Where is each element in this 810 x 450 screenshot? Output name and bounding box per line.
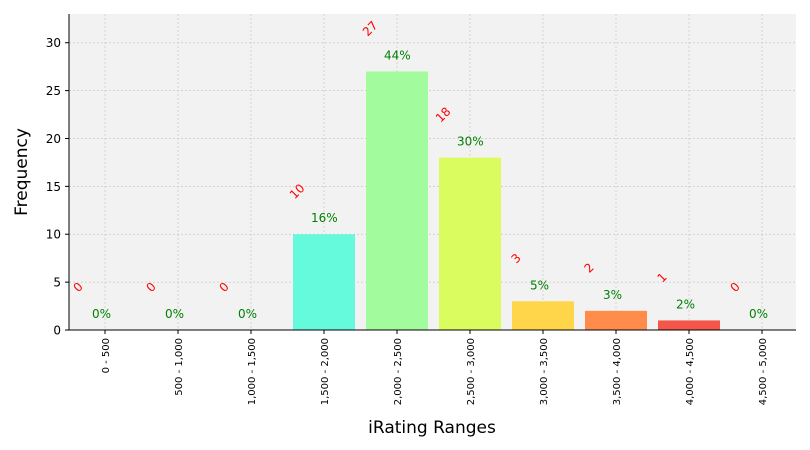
- y-tick-label: 0: [53, 324, 61, 338]
- x-tick-label: 1,000 - 1,500: [247, 338, 258, 405]
- y-tick-label: 30: [46, 36, 61, 50]
- percent-label: 0%: [165, 307, 184, 321]
- percent-label: 30%: [457, 135, 484, 149]
- y-tick-label: 10: [46, 228, 61, 242]
- x-tick-label: 2,500 - 3,000: [466, 338, 477, 405]
- percent-label: 5%: [530, 278, 549, 292]
- bar: [366, 71, 428, 331]
- x-tick-label: 3,000 - 3,500: [539, 338, 550, 405]
- bar: [293, 234, 355, 330]
- y-tick-label: 15: [46, 180, 61, 194]
- bars: [293, 71, 720, 331]
- bar: [439, 157, 501, 330]
- y-axis-title: Frequency: [12, 128, 32, 216]
- percent-label: 16%: [311, 211, 338, 225]
- x-tick-label: 4,000 - 4,500: [685, 338, 696, 405]
- percent-label: 44%: [384, 48, 411, 62]
- bar: [512, 301, 574, 330]
- bar: [658, 320, 720, 330]
- x-tick-label: 3,500 - 4,000: [612, 338, 623, 405]
- plot-background: [69, 14, 796, 330]
- y-axis-ticks: 0 5 10 15 20 25 30: [46, 36, 69, 338]
- x-tick-label: 1,500 - 2,000: [320, 338, 331, 405]
- percent-label: 2%: [676, 297, 695, 311]
- percent-label: 0%: [92, 307, 111, 321]
- x-axis-ticks: 0 - 500 500 - 1,000 1,000 - 1,500 1,500 - 2…: [101, 330, 769, 405]
- x-axis-title: iRating Ranges: [368, 418, 496, 438]
- x-tick-label: 500 - 1,000: [174, 338, 185, 396]
- x-tick-label: 4,500 - 5,000: [758, 338, 769, 405]
- x-tick-label: 0 - 500: [101, 338, 112, 373]
- y-tick-label: 5: [53, 276, 61, 290]
- percent-label: 3%: [603, 288, 622, 302]
- percent-label: 0%: [238, 307, 257, 321]
- y-tick-label: 20: [46, 132, 61, 146]
- percent-label: 0%: [749, 307, 768, 321]
- y-tick-label: 25: [46, 84, 61, 98]
- x-tick-label: 2,000 - 2,500: [393, 338, 404, 405]
- bar: [585, 310, 647, 330]
- grid: [69, 14, 796, 331]
